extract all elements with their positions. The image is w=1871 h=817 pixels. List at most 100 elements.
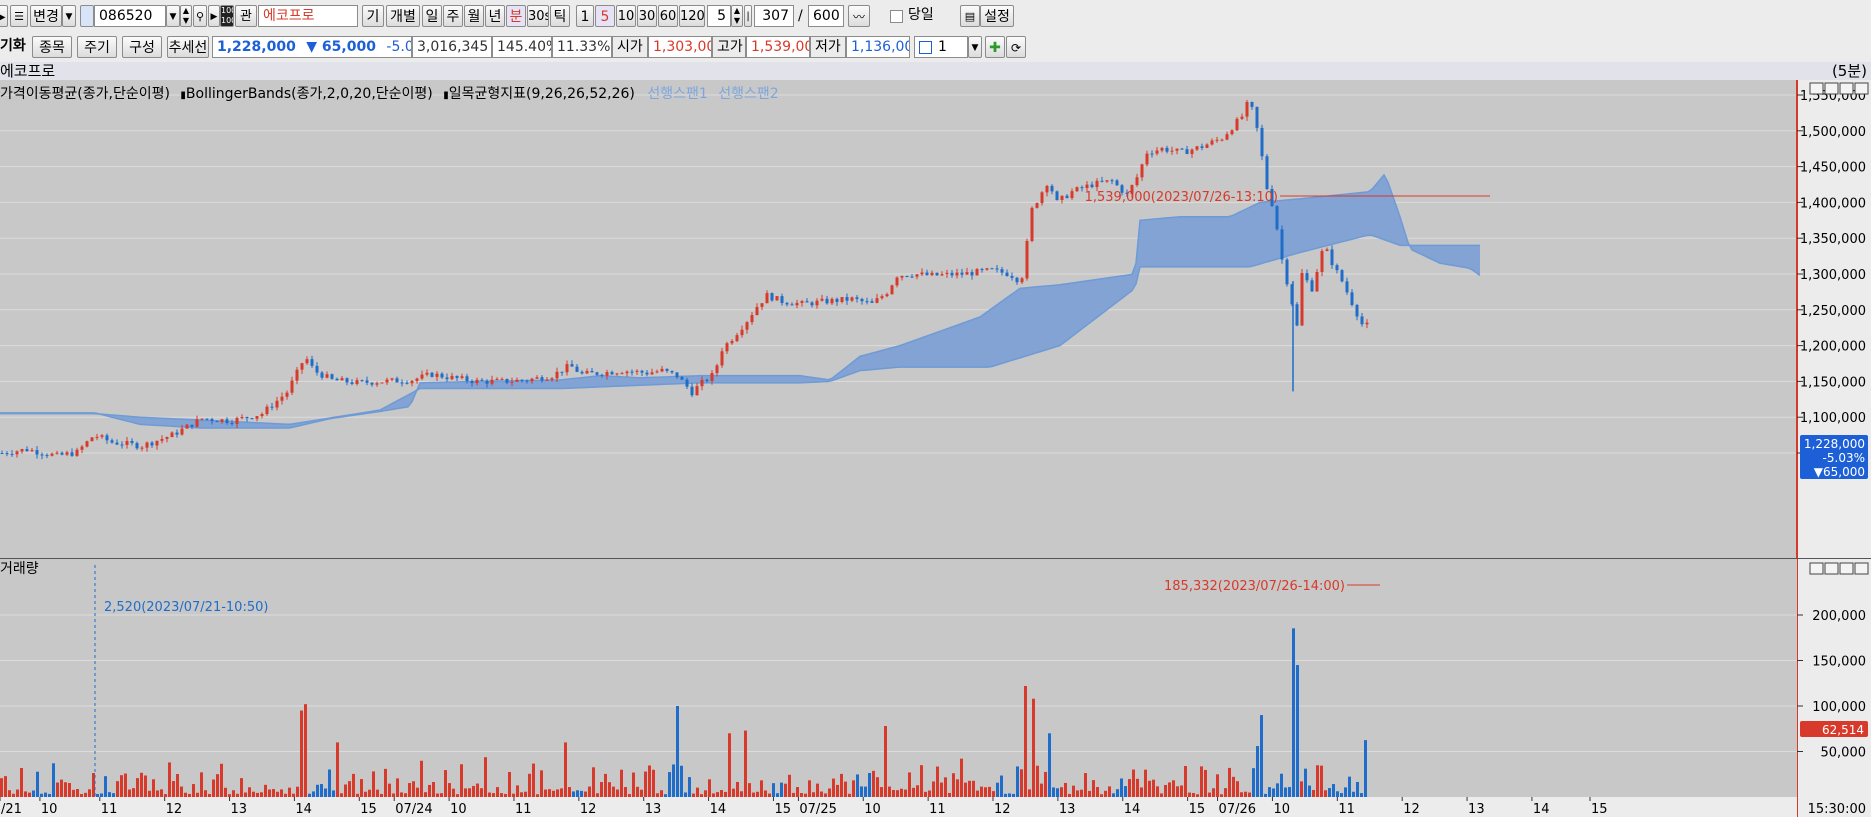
candle-up — [200, 418, 204, 420]
volume-gridlines — [0, 614, 1797, 752]
interval-button-1[interactable]: 1 — [576, 5, 594, 27]
code-dropdown-icon[interactable]: ▼ — [166, 5, 180, 27]
volume-bar-up — [1216, 774, 1219, 797]
legend-bb[interactable]: BollingerBands(종가,2,0,20,단순이평) — [186, 86, 433, 102]
period-button-0[interactable]: 기 — [362, 5, 384, 27]
stock-code-input[interactable]: 086520 — [94, 5, 166, 27]
stock-button[interactable]: 종목 — [32, 36, 72, 58]
split-dropdown-icon[interactable]: ▼ — [968, 36, 982, 58]
interval-button-60[interactable]: 60 — [658, 5, 678, 27]
volume-bar-down — [1268, 787, 1271, 797]
legend-span2[interactable]: 선행스팬2 — [718, 86, 778, 102]
window-menu-icon[interactable]: ☰ — [10, 5, 28, 27]
legend-ma[interactable]: 가격이동평균(종가,단순이평) — [0, 86, 170, 102]
candle-up — [1135, 177, 1139, 186]
candle-up — [1045, 185, 1049, 193]
candle-up — [635, 370, 639, 372]
indicator-legend[interactable]: 가격이동평균(종가,단순이평) ▮BollingerBands(종가,2,0,2… — [0, 86, 779, 102]
color-swatch[interactable] — [80, 5, 94, 27]
same-day-checkbox[interactable] — [890, 10, 903, 23]
favorite-flag-button[interactable]: 관 — [235, 5, 257, 27]
volume-pane-title[interactable]: 거래량 — [0, 561, 39, 577]
period-button-year[interactable]: 년 — [485, 5, 505, 27]
max-volume-annotation: 185,332(2023/07/26-14:00) — [1164, 579, 1345, 594]
candle-down — [980, 269, 984, 271]
legend-span1[interactable]: 선행스팬1 — [647, 86, 707, 102]
volume-bar-up — [352, 773, 355, 797]
volume-pane-window-buttons[interactable] — [1809, 562, 1869, 575]
compose-button[interactable]: 구성 — [122, 36, 162, 58]
volume-bar-up — [444, 770, 447, 797]
total-count-input[interactable]: 600 — [808, 5, 844, 27]
candle-up — [1315, 271, 1319, 292]
period-button-week[interactable]: 주 — [443, 5, 463, 27]
candle-up — [380, 382, 384, 384]
split-select[interactable]: 1 — [914, 36, 968, 58]
interval-button-120[interactable]: 120 — [679, 5, 705, 27]
volume-axis: 50,000 100,000 150,000 200,000 62,514 — [1797, 609, 1868, 761]
period-button-month[interactable]: 월 — [464, 5, 484, 27]
period-button-minute[interactable]: 분 — [506, 5, 526, 27]
cycle-button[interactable]: 주기 — [77, 36, 117, 58]
volume-bar-up — [172, 781, 175, 797]
volume-bar-up — [12, 793, 15, 797]
volume-bar-up — [300, 710, 303, 797]
ratio-icon[interactable]: 100100 — [220, 5, 234, 27]
volume-bar-down — [576, 790, 579, 797]
period-button-day[interactable]: 일 — [422, 5, 442, 27]
display-count-input[interactable]: 307 — [754, 5, 794, 27]
interval-button-5[interactable]: 5 — [595, 5, 615, 27]
volume-bar-up — [168, 762, 171, 797]
candle-up — [830, 298, 834, 304]
interval-spin-input[interactable]: 5 — [707, 5, 731, 27]
play-icon[interactable]: ▶ — [208, 5, 220, 27]
period-button-1[interactable]: 개별 — [386, 5, 420, 27]
current-price-box — [1800, 435, 1868, 479]
time-axis-label: 13 — [1468, 802, 1485, 817]
scroll-left-button[interactable]: ▸ — [0, 5, 8, 27]
volume-bar-up — [1060, 787, 1063, 797]
candle-up — [765, 293, 769, 304]
candle-up — [900, 275, 904, 278]
mode-select-button[interactable]: 변경 — [30, 5, 62, 27]
candle-down — [860, 299, 864, 302]
candle-up — [650, 372, 654, 375]
refresh-icon[interactable]: ⟳ — [1006, 36, 1026, 58]
candle-down — [870, 301, 874, 303]
volume-bar-up — [1136, 778, 1139, 797]
interval-spin-icon[interactable]: ▲ ▼ — [731, 5, 743, 27]
trendline-button[interactable]: 추세선 — [167, 36, 209, 58]
save-icon[interactable]: ▤ — [960, 5, 980, 27]
search-icon[interactable]: ⚲ — [193, 5, 207, 27]
time-axis-label: 11 — [1338, 802, 1355, 817]
candle-up — [95, 436, 99, 438]
candle-up — [500, 378, 504, 380]
volume-bar-up — [892, 789, 895, 797]
interval-button-30[interactable]: 30 — [637, 5, 657, 27]
chart-type-icon[interactable]: 〰 — [848, 5, 870, 27]
volume-annotations: 185,332(2023/07/26-14:00) 2,520(2023/07/2… — [94, 565, 1380, 797]
chart-canvas[interactable]: 1,539,000(2023/07/26-13:10)1,043,000(202… — [0, 80, 1871, 817]
price-pane-window-buttons[interactable] — [1809, 82, 1869, 95]
volume-pane: 185,332(2023/07/26-14:00) 2,520(2023/07/2… — [0, 559, 1797, 797]
period-button-tick[interactable]: 틱 — [550, 5, 570, 27]
volume-bar-up — [924, 791, 927, 797]
add-indicator-icon[interactable]: ✚ — [985, 36, 1005, 58]
volume-bar-up — [176, 774, 179, 797]
candle-up — [515, 379, 519, 382]
candle-down — [1125, 192, 1129, 194]
legend-ichimoku[interactable]: 일목균형지표(9,26,26,52,26) — [449, 86, 635, 102]
interval-button-10[interactable]: 10 — [616, 5, 636, 27]
volume-bar-up — [1184, 766, 1187, 797]
volume-bar-up — [1196, 794, 1199, 797]
candle-down — [505, 378, 509, 383]
spin-arrows-icon[interactable]: ▲ ▼ — [180, 5, 192, 27]
divider-handle[interactable]: | — [744, 5, 752, 27]
chevron-down-icon[interactable]: ▼ — [62, 5, 76, 27]
settings-button[interactable]: 설정 — [980, 5, 1014, 27]
period-button-30s[interactable]: 30s — [527, 5, 549, 27]
volume-bar-down — [112, 793, 115, 797]
volume-bar-down — [1116, 789, 1119, 797]
candle-down — [205, 418, 209, 420]
stock-name-field[interactable]: 에코프로 — [258, 5, 358, 27]
